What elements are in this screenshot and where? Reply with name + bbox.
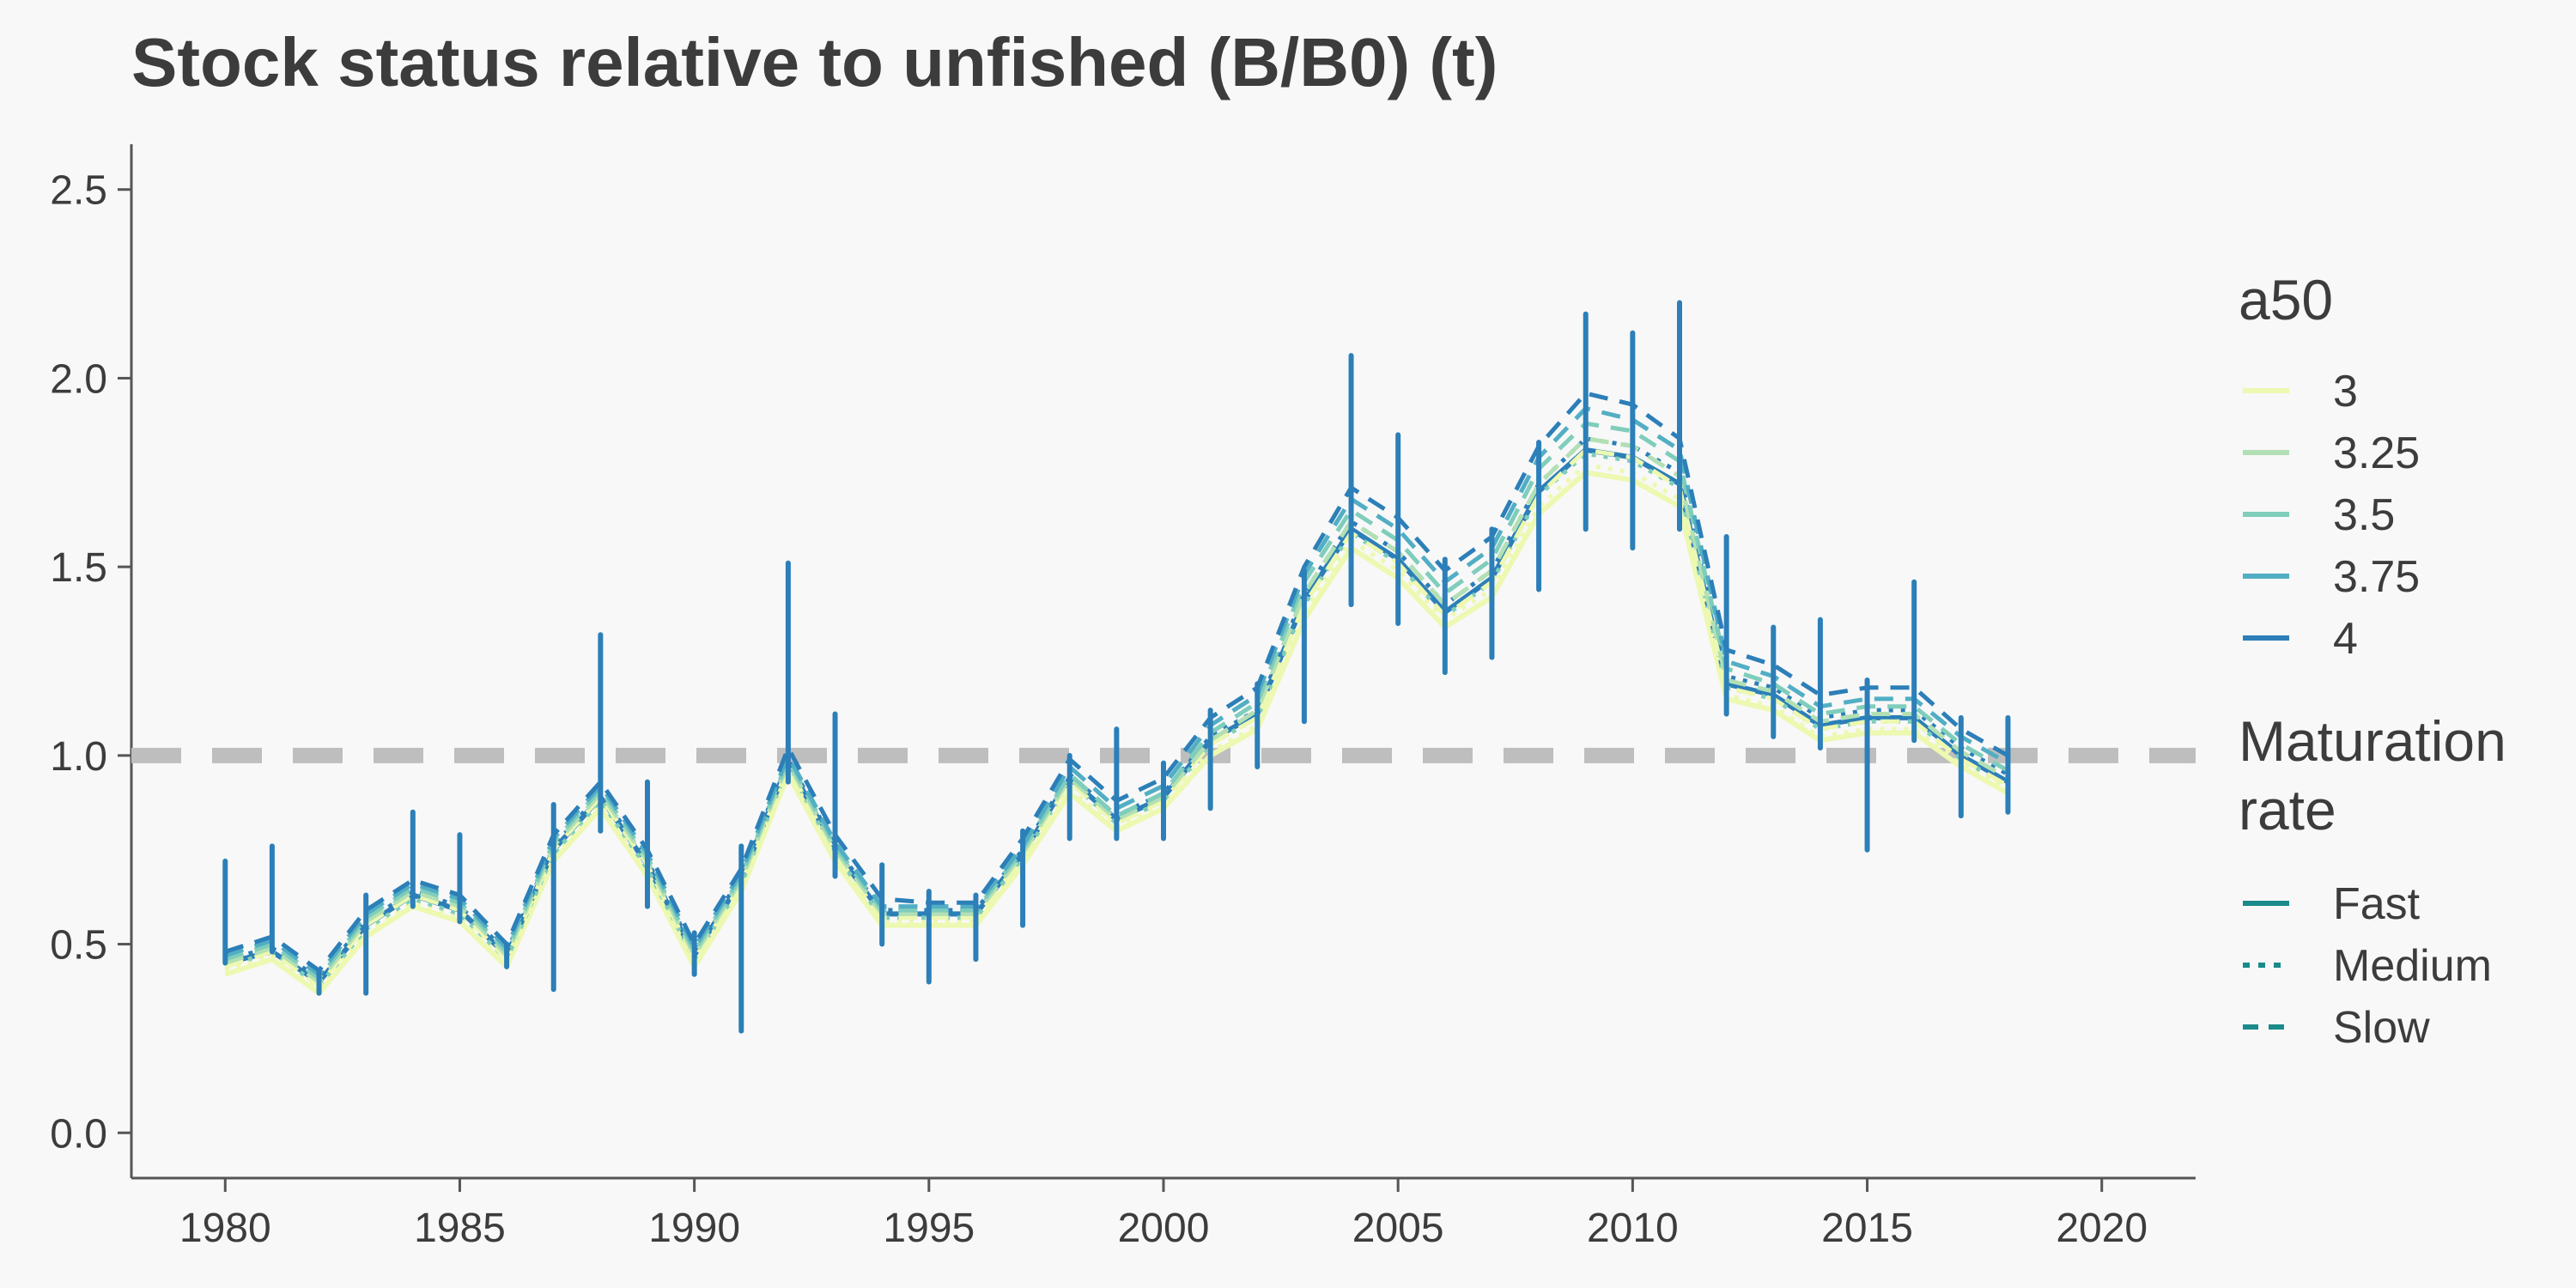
x-tick-label: 1985: [414, 1206, 506, 1251]
series-line: [224, 436, 2009, 984]
series-line: [224, 447, 2009, 985]
x-tick-label: 2010: [1587, 1206, 1679, 1251]
x-tick-label: 1980: [179, 1206, 271, 1251]
y-tick-label: 0.0: [50, 1111, 107, 1157]
series-line: [224, 421, 2009, 981]
y-tick-label: 2.5: [50, 168, 107, 214]
legend: a50 Maturation rate 3 3.25 3.5 3.75 4 Fast Med…: [2239, 268, 2506, 1053]
legend-color-label: 3.25: [2333, 428, 2420, 478]
legend-color-label: 3.75: [2333, 552, 2420, 602]
x-tick-label: 1995: [883, 1206, 975, 1251]
x-tick-label: 1990: [648, 1206, 740, 1251]
x-tick-label: 2000: [1118, 1206, 1210, 1251]
legend-a50-title: a50: [2239, 268, 2333, 331]
y-tick-label: 2.0: [50, 356, 107, 402]
legend-color-label: 4: [2333, 614, 2358, 664]
plot-area: 0.0 0.5 1.0 1.5 2.0 2.5 1980 1985 1990 1995 2000 20…: [50, 144, 2196, 1251]
series-line: [224, 451, 2009, 988]
y-tick-label: 1.5: [50, 545, 107, 591]
legend-color-label: 3.5: [2333, 490, 2395, 540]
legend-rate-title-line2: rate: [2239, 778, 2336, 841]
legend-color-label: 3: [2333, 367, 2358, 416]
legend-linetype-label: Medium: [2333, 941, 2492, 991]
x-tick-label: 2020: [2056, 1206, 2148, 1251]
y-tick-label: 1.0: [50, 734, 107, 780]
x-tick-label: 2015: [1821, 1206, 1913, 1251]
series-line: [224, 406, 2009, 977]
legend-linetype-label: Slow: [2333, 1003, 2430, 1053]
x-tick-label: 2005: [1352, 1206, 1444, 1251]
series-line: [224, 436, 2009, 981]
y-tick-label: 0.5: [50, 923, 107, 969]
legend-linetype-label: Fast: [2333, 879, 2421, 929]
series-line: [224, 447, 2009, 988]
legend-rate-title-line1: Maturation: [2239, 709, 2506, 773]
chart-title: Stock status relative to unfished (B/B0)…: [131, 24, 1498, 100]
